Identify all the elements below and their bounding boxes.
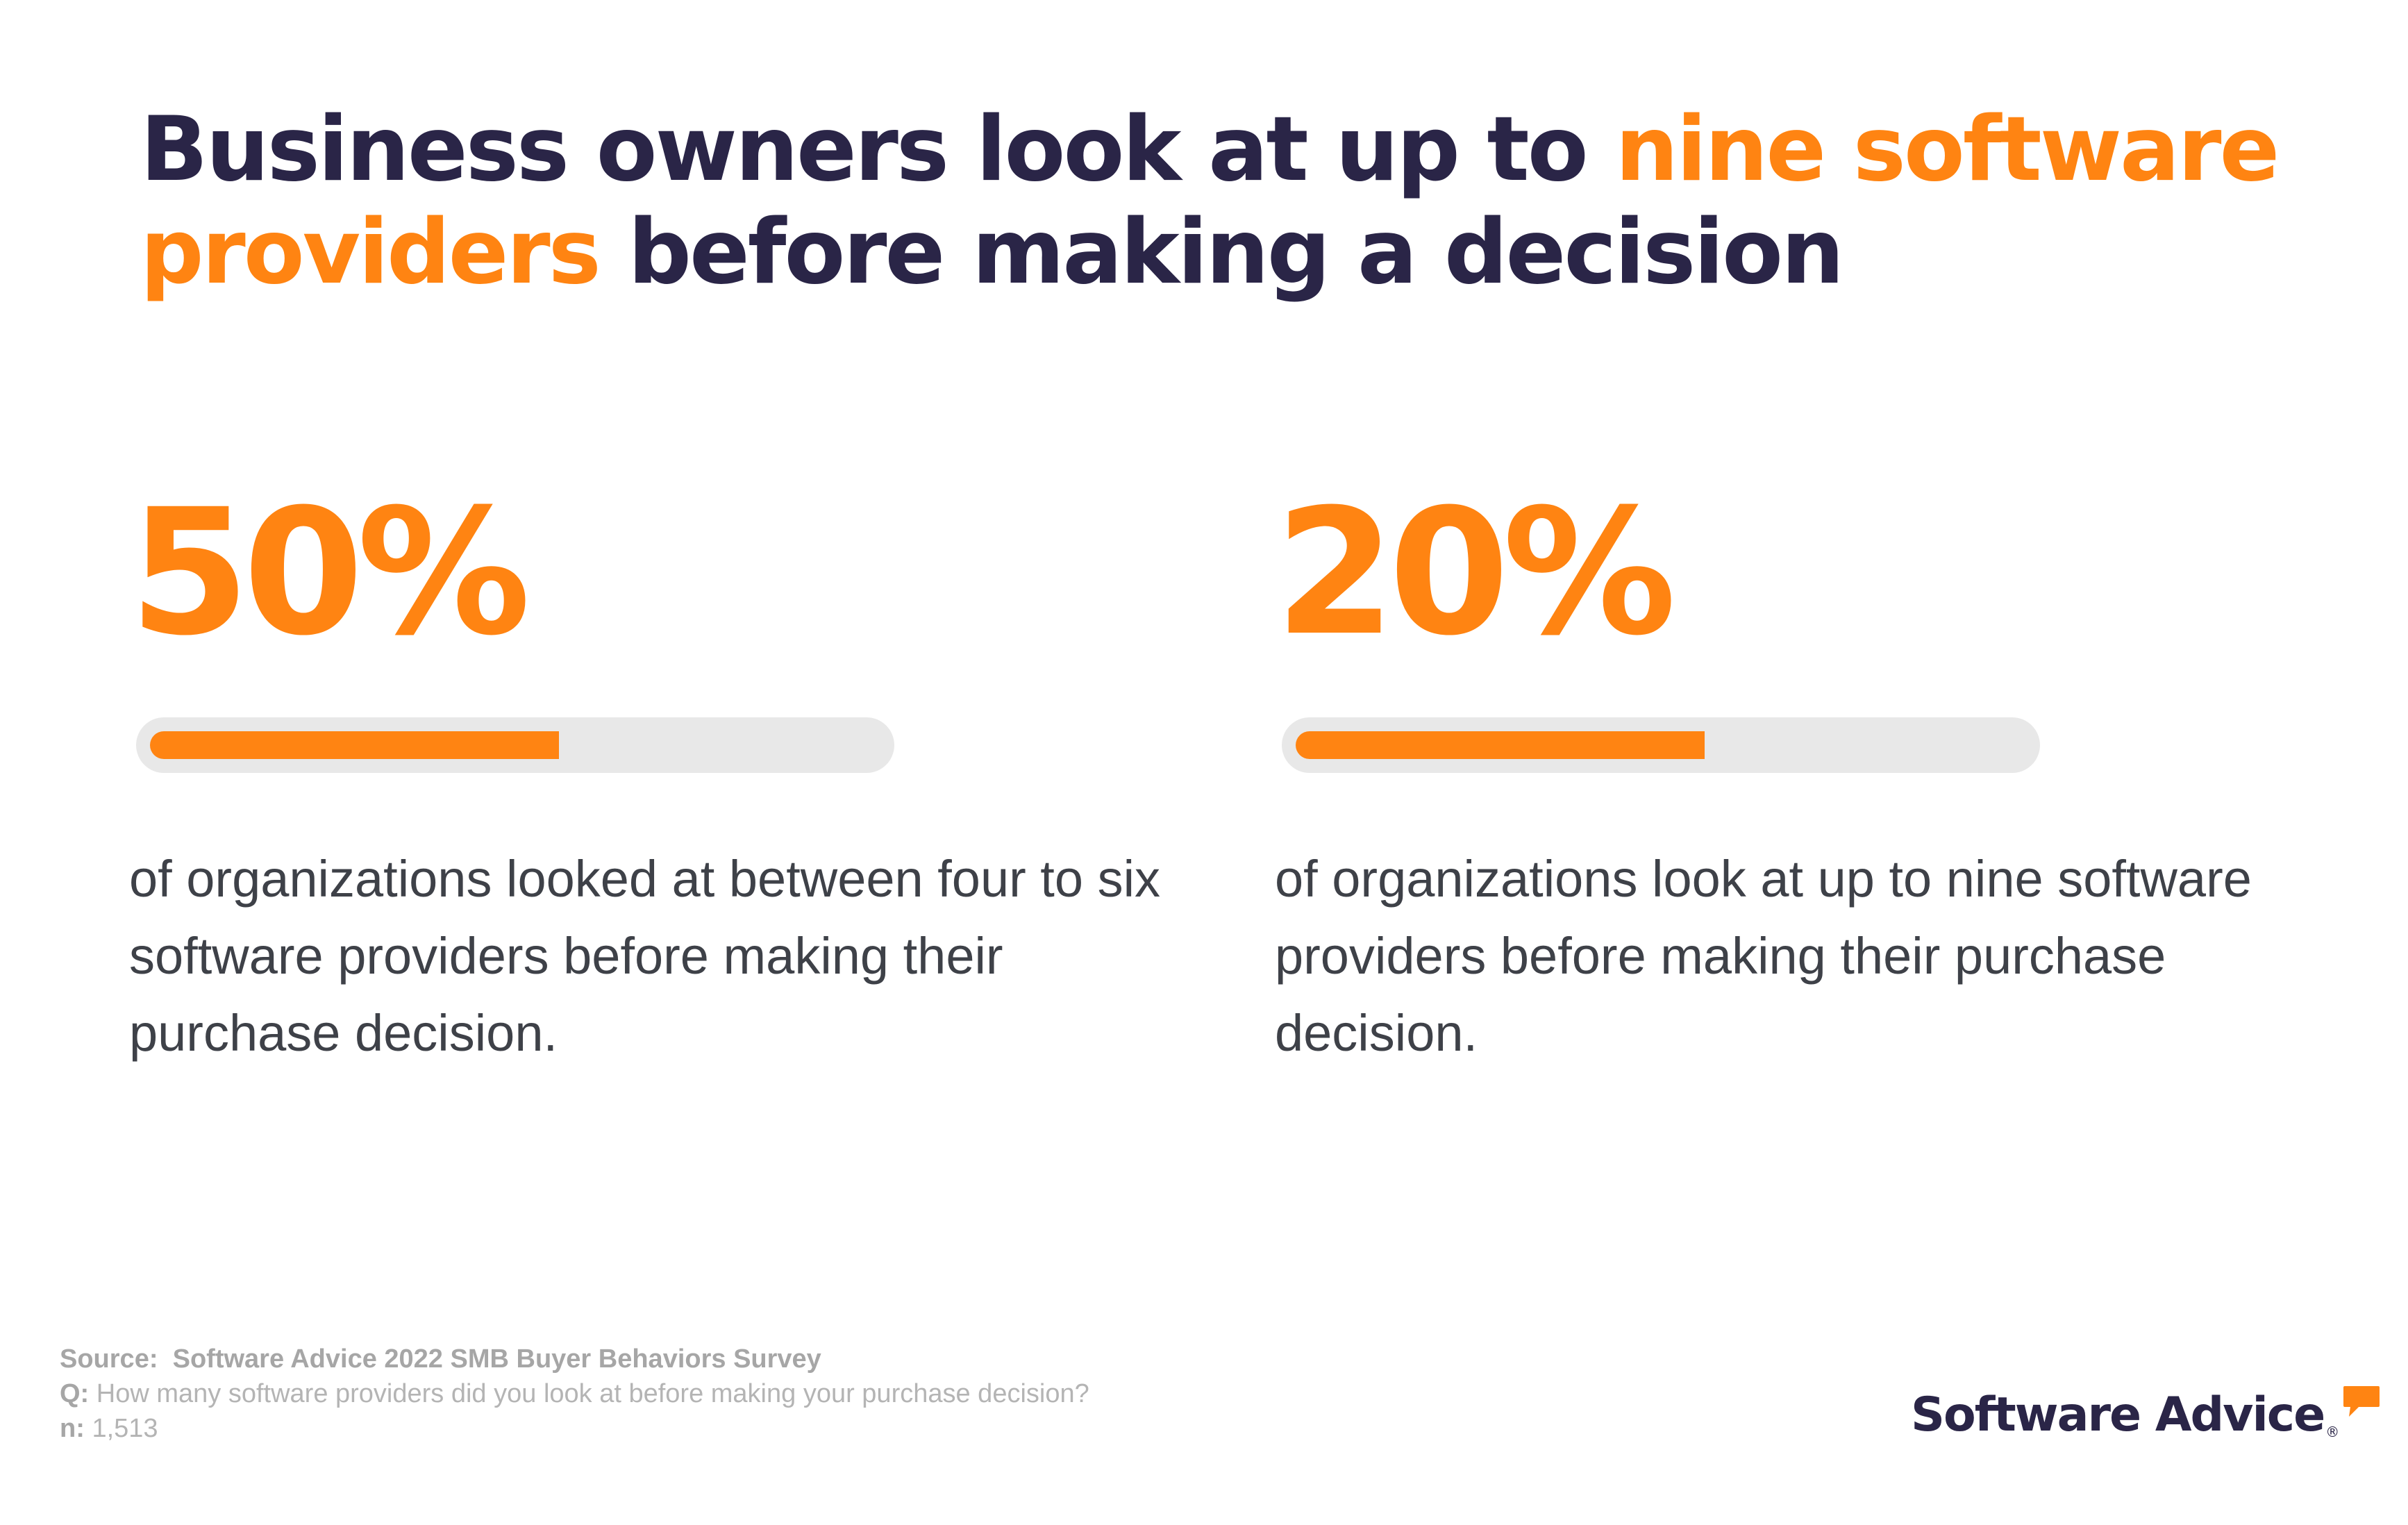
n-label: n: [60, 1414, 85, 1443]
progress-bar-track [1282, 717, 2040, 773]
question-value: How many software providers did you look… [96, 1379, 1089, 1408]
question-line: Q: How many software providers did you l… [60, 1376, 1448, 1411]
sample-size-line: n: 1,513 [60, 1411, 1448, 1446]
progress-bar-track [136, 717, 894, 773]
stat-description: of organizations looked at between four … [129, 850, 1161, 1062]
source-line: Source: Software Advice 2022 SMB Buyer B… [60, 1342, 1448, 1376]
headline: Business owners look at up to nine softw… [140, 99, 2293, 304]
progress-bar-fill [150, 731, 559, 759]
stat-value: 50% [129, 472, 530, 674]
source-value: Software Advice 2022 SMB Buyer Behaviors… [172, 1344, 821, 1374]
speech-bubble-icon [2343, 1386, 2380, 1417]
question-label: Q: [60, 1379, 90, 1408]
stat-value: 20% [1275, 472, 1676, 674]
progress-bar-fill [1296, 731, 1705, 759]
footer-notes: Source: Software Advice 2022 SMB Buyer B… [60, 1342, 1448, 1446]
n-value: 1,513 [92, 1414, 158, 1443]
software-advice-logo: Software Advice ® [1911, 1386, 2381, 1450]
headline-part2: before making a decision [599, 201, 1844, 304]
stat-block-2: 20% of organizations look at up to nine … [1275, 472, 2316, 1062]
source-label: Source: [60, 1344, 158, 1374]
headline-part1: Business owners look at up to [140, 98, 1616, 201]
stat-description: of organizations look at up to nine soft… [1275, 850, 2252, 1062]
registered-mark: ® [2325, 1424, 2340, 1440]
logo-text: Software Advice [1911, 1388, 2325, 1442]
headline-accent: nine software providers [140, 98, 2280, 304]
stat-block-1: 50% of organizations looked at between f… [129, 472, 1171, 1062]
